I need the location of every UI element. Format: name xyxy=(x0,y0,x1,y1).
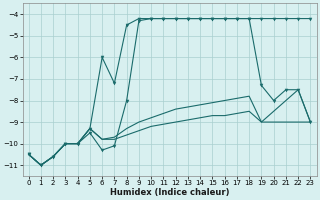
X-axis label: Humidex (Indice chaleur): Humidex (Indice chaleur) xyxy=(110,188,229,197)
